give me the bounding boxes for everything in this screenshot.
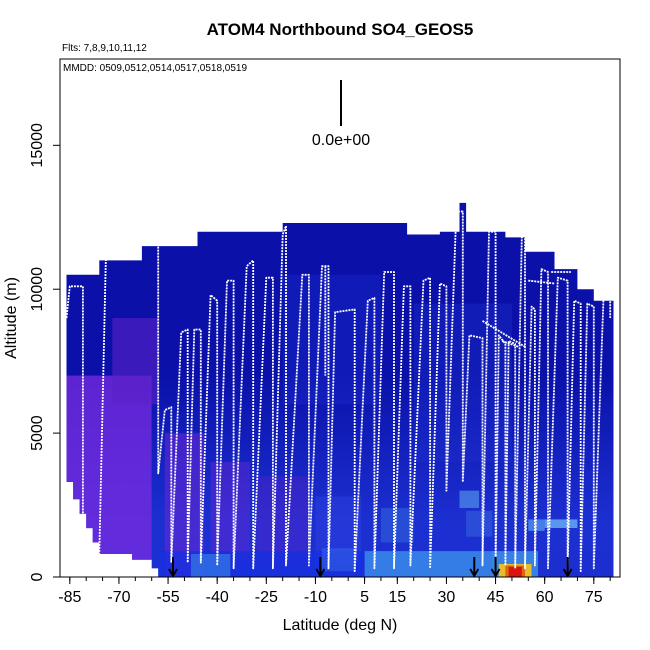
heatmap-cell — [508, 566, 522, 577]
heatmap-cell — [551, 551, 611, 577]
x-tick-label: 45 — [487, 589, 505, 606]
x-tick-label: 5 — [360, 589, 369, 606]
x-axis: -85 -70 -55 -40 -25 -10 5 15 30 45 60 75 — [58, 577, 611, 606]
y-tick-label: 15000 — [29, 123, 46, 168]
down-arrow-icon — [315, 557, 326, 578]
x-tick-label: 15 — [388, 589, 406, 606]
down-arrow-icon — [490, 557, 501, 578]
x-tick-label: 30 — [438, 589, 456, 606]
heatmap-cell — [528, 519, 545, 531]
dates-label: MMDD: 0509,0512,0514,0517,0518,0519 — [63, 63, 247, 74]
arrow-head — [315, 568, 326, 578]
arrow-head — [562, 568, 573, 578]
x-tick-label: -10 — [304, 589, 327, 606]
y-tick-label: 0 — [29, 572, 46, 581]
x-tick-label: -85 — [58, 589, 81, 606]
down-arrow-icon — [562, 557, 573, 578]
plot-frame — [59, 58, 621, 578]
flight-track-segment — [482, 320, 526, 348]
arrow-head — [490, 568, 501, 578]
x-axis-title: Latitude (deg N) — [283, 617, 398, 634]
chart-title: ATOM4 Northbound SO4_GEOS5 — [207, 20, 474, 39]
heatmap-cell — [282, 274, 381, 405]
x-tick-label: 75 — [585, 589, 603, 606]
heatmap-cell — [322, 548, 355, 572]
flights-label: Flts: 7,8,9,10,11,12 — [62, 43, 147, 54]
scale-label: 0.0e+00 — [312, 132, 370, 149]
y-tick-label: 5000 — [29, 415, 46, 451]
y-tick-label: 10000 — [29, 267, 46, 312]
flight-track-segment — [528, 279, 555, 285]
heatmap-cell — [544, 519, 578, 528]
x-tick-label: -55 — [157, 589, 180, 606]
heatmap-cell — [380, 507, 414, 543]
down-arrow-icon — [469, 557, 480, 578]
x-tick-label: -70 — [107, 589, 130, 606]
heatmap-cell — [191, 554, 231, 577]
x-tick-label: -40 — [206, 589, 229, 606]
y-axis: 0 5000 10000 15000 — [29, 123, 60, 581]
y-axis-title: Altitude (m) — [3, 277, 20, 359]
heatmap-layer — [66, 202, 614, 577]
heatmap-cell — [66, 375, 152, 577]
arrow-head — [168, 568, 178, 578]
heatmap-cell — [112, 318, 159, 405]
heatmap-cell — [459, 490, 480, 508]
flight-track — [65, 210, 612, 573]
flight-track-layer — [65, 210, 612, 573]
x-tick-label: -25 — [255, 589, 278, 606]
heatmap-cell — [466, 510, 493, 537]
down-arrow-icon — [168, 557, 178, 578]
arrow-layer — [168, 557, 573, 578]
arrow-head — [469, 568, 480, 578]
x-tick-label: 60 — [536, 589, 554, 606]
